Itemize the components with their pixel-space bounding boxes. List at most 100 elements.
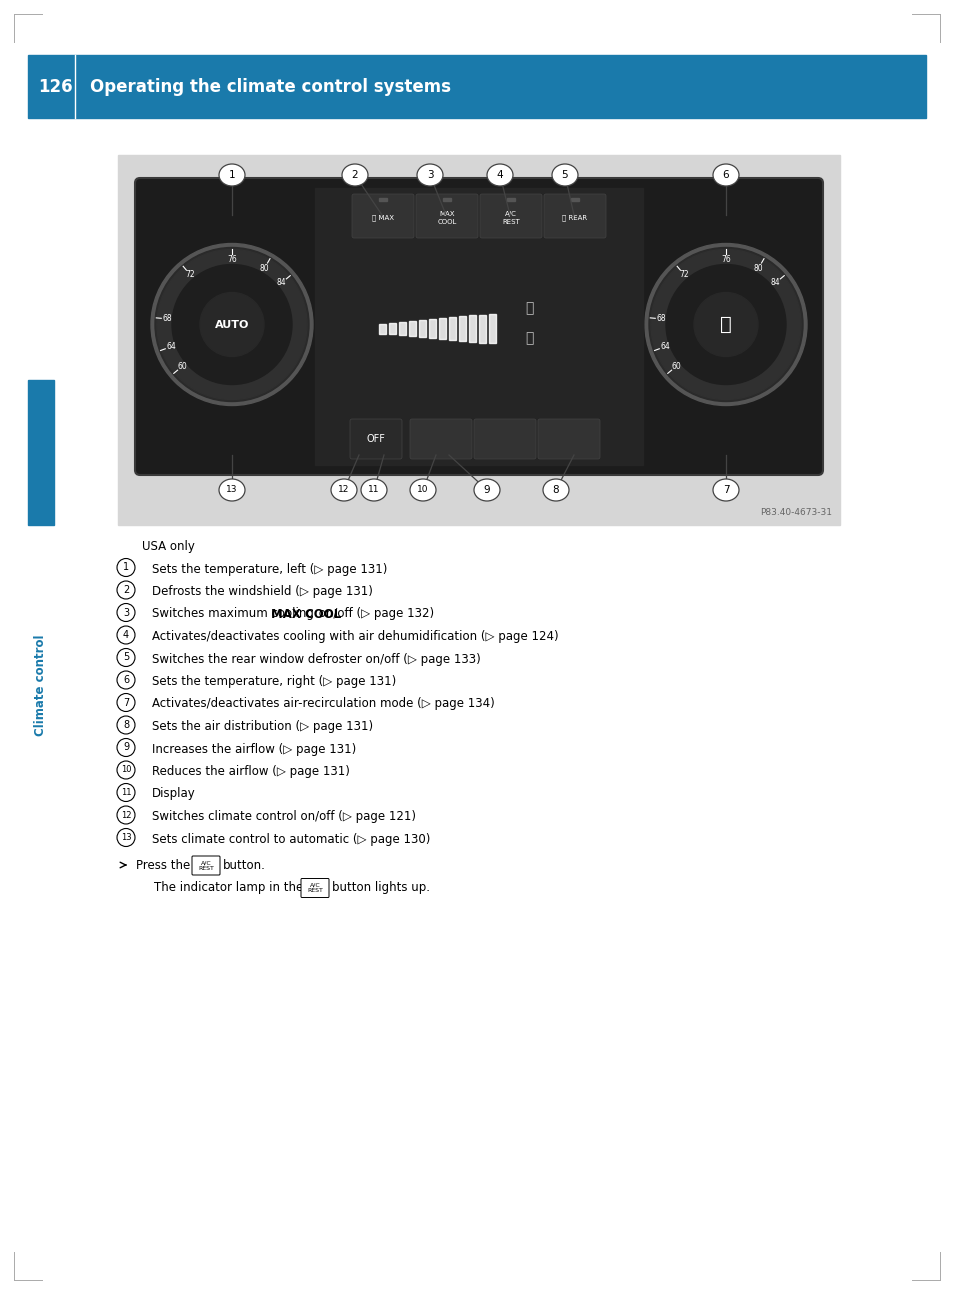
Circle shape [117, 806, 135, 824]
Text: 60: 60 [671, 362, 680, 371]
Text: MAX
COOL: MAX COOL [436, 211, 456, 225]
Bar [418, 320, 426, 338]
Text: 5: 5 [123, 652, 129, 663]
Bar [571, 198, 578, 201]
Circle shape [644, 243, 806, 405]
Text: 11: 11 [121, 788, 132, 797]
Text: Sets the air distribution (▷ page 131): Sets the air distribution (▷ page 131) [152, 719, 373, 732]
Text: button lights up.: button lights up. [332, 881, 430, 894]
Bar [314, 188, 642, 465]
Bar [409, 321, 416, 336]
FancyBboxPatch shape [301, 879, 329, 898]
Text: on/off (▷ page 132): on/off (▷ page 132) [314, 607, 434, 621]
Circle shape [117, 828, 135, 846]
FancyBboxPatch shape [537, 419, 599, 459]
Text: 4: 4 [497, 170, 503, 180]
Text: 72: 72 [679, 270, 688, 280]
Text: 11: 11 [368, 485, 379, 494]
Text: 126: 126 [39, 78, 73, 96]
Ellipse shape [712, 164, 739, 186]
Bar [398, 322, 406, 335]
Text: 68: 68 [162, 314, 172, 324]
Circle shape [117, 559, 135, 577]
Text: Switches climate control on/off (▷ page 121): Switches climate control on/off (▷ page … [152, 810, 416, 823]
Text: 12: 12 [338, 485, 350, 494]
Text: Sets climate control to automatic (▷ page 130): Sets climate control to automatic (▷ pag… [152, 832, 430, 845]
Text: A/C
REST: A/C REST [501, 211, 519, 225]
Text: 13: 13 [121, 833, 132, 842]
Circle shape [200, 292, 264, 357]
Text: 1: 1 [229, 170, 235, 180]
Circle shape [154, 247, 309, 401]
Text: ⛄ REAR: ⛄ REAR [562, 215, 587, 221]
Text: Switches the rear window defroster on/off (▷ page 133): Switches the rear window defroster on/of… [152, 652, 480, 665]
Text: 4: 4 [123, 630, 129, 641]
Circle shape [117, 581, 135, 599]
Text: A/C
REST: A/C REST [198, 861, 213, 871]
Circle shape [117, 739, 135, 757]
Bar [458, 316, 465, 340]
Text: 10: 10 [416, 485, 428, 494]
Circle shape [648, 247, 802, 401]
Text: ⛄ MAX: ⛄ MAX [372, 215, 394, 221]
Ellipse shape [331, 479, 356, 501]
Text: 6: 6 [722, 170, 728, 180]
Ellipse shape [219, 479, 245, 501]
Circle shape [151, 243, 313, 405]
Ellipse shape [341, 164, 368, 186]
FancyBboxPatch shape [350, 419, 401, 459]
Text: 84: 84 [276, 278, 286, 287]
Text: 7: 7 [722, 485, 728, 496]
Text: 3: 3 [123, 607, 129, 617]
Bar [378, 198, 387, 201]
Bar [28, 540, 54, 829]
Text: 8: 8 [123, 719, 129, 730]
Text: 6: 6 [123, 675, 129, 685]
FancyBboxPatch shape [416, 194, 477, 238]
Circle shape [117, 672, 135, 688]
Text: The indicator lamp in the: The indicator lamp in the [153, 881, 303, 894]
Text: Sets the temperature, left (▷ page 131): Sets the temperature, left (▷ page 131) [152, 563, 387, 576]
Ellipse shape [360, 479, 387, 501]
Text: 10: 10 [121, 766, 132, 775]
Bar [429, 320, 436, 338]
Text: OFF: OFF [366, 433, 385, 444]
Circle shape [665, 264, 785, 384]
Circle shape [650, 250, 801, 400]
Circle shape [117, 716, 135, 734]
Text: 🧍: 🧍 [524, 331, 533, 345]
Text: AUTO: AUTO [214, 320, 249, 330]
Text: A/C
REST: A/C REST [307, 883, 323, 893]
Bar [378, 324, 386, 334]
Ellipse shape [542, 479, 568, 501]
Bar [506, 198, 515, 201]
Text: 76: 76 [227, 255, 236, 264]
Text: 3: 3 [426, 170, 433, 180]
Text: button.: button. [223, 859, 266, 872]
Text: 9: 9 [483, 485, 490, 496]
Text: Press the: Press the [136, 859, 190, 872]
Bar [449, 317, 456, 340]
Text: 76: 76 [720, 255, 730, 264]
Text: 64: 64 [659, 342, 669, 351]
Text: 60: 60 [177, 362, 187, 371]
Bar [442, 198, 451, 201]
Bar [478, 314, 485, 343]
Bar [28, 380, 54, 525]
Ellipse shape [712, 479, 739, 501]
Text: 12: 12 [121, 810, 132, 819]
Text: Operating the climate control systems: Operating the climate control systems [90, 78, 451, 96]
Ellipse shape [410, 479, 436, 501]
Text: Defrosts the windshield (▷ page 131): Defrosts the windshield (▷ page 131) [152, 585, 373, 598]
Ellipse shape [474, 479, 499, 501]
Text: Activates/deactivates air-recirculation mode (▷ page 134): Activates/deactivates air-recirculation … [152, 697, 495, 710]
Circle shape [117, 694, 135, 712]
Text: 80: 80 [753, 264, 762, 273]
Text: 🚙: 🚙 [720, 314, 731, 334]
Text: 84: 84 [770, 278, 780, 287]
Bar [389, 322, 395, 334]
Ellipse shape [219, 164, 245, 186]
Ellipse shape [416, 164, 442, 186]
Text: USA only: USA only [142, 540, 194, 553]
Ellipse shape [552, 164, 578, 186]
